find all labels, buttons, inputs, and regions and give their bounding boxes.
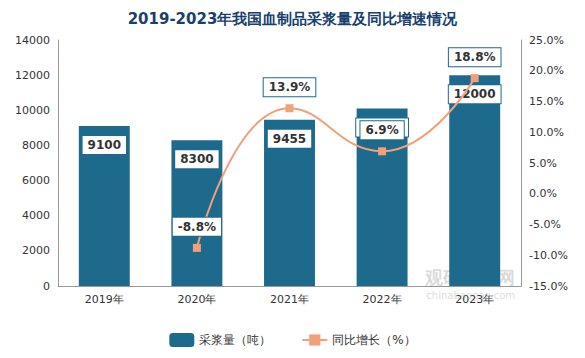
svg-text:同比增长（%）: 同比增长（%） bbox=[332, 333, 415, 347]
svg-text:9455: 9455 bbox=[273, 132, 306, 146]
svg-text:2020年: 2020年 bbox=[177, 293, 216, 306]
svg-text:2022年: 2022年 bbox=[363, 293, 402, 306]
svg-text:8000: 8000 bbox=[22, 139, 50, 152]
svg-text:9100: 9100 bbox=[88, 138, 121, 152]
svg-text:4000: 4000 bbox=[22, 209, 50, 222]
svg-text:10000: 10000 bbox=[15, 104, 50, 117]
svg-text:12000: 12000 bbox=[15, 69, 50, 82]
svg-text:25.0%: 25.0% bbox=[529, 34, 564, 47]
svg-text:2000: 2000 bbox=[22, 244, 50, 257]
svg-text:2021年: 2021年 bbox=[270, 293, 309, 306]
svg-text:8300: 8300 bbox=[180, 152, 213, 166]
svg-text:-15.0%: -15.0% bbox=[529, 280, 568, 293]
svg-text:6000: 6000 bbox=[22, 174, 50, 187]
svg-text:采浆量（吨）: 采浆量（吨） bbox=[199, 333, 271, 347]
svg-text:-5.0%: -5.0% bbox=[529, 218, 561, 231]
svg-text:-8.8%: -8.8% bbox=[178, 220, 216, 234]
svg-text:5.0%: 5.0% bbox=[529, 157, 557, 170]
svg-text:观研报告网: 观研报告网 bbox=[425, 266, 515, 288]
svg-text:chinabaogao.com: chinabaogao.com bbox=[426, 290, 515, 301]
svg-text:2019-2023年我国血制品采浆量及同比增速情况: 2019-2023年我国血制品采浆量及同比增速情况 bbox=[128, 10, 459, 28]
svg-text:-10.0%: -10.0% bbox=[529, 249, 568, 262]
svg-text:12000: 12000 bbox=[453, 87, 496, 102]
svg-text:13.9%: 13.9% bbox=[269, 80, 311, 94]
svg-text:0: 0 bbox=[43, 280, 50, 293]
svg-text:15.0%: 15.0% bbox=[529, 95, 564, 108]
svg-text:2019年: 2019年 bbox=[85, 293, 124, 306]
svg-text:20.0%: 20.0% bbox=[529, 64, 564, 77]
svg-text:18.8%: 18.8% bbox=[454, 50, 496, 64]
svg-text:14000: 14000 bbox=[15, 34, 50, 47]
svg-text:0.0%: 0.0% bbox=[529, 187, 557, 200]
svg-text:6.9%: 6.9% bbox=[365, 123, 398, 137]
svg-text:10.0%: 10.0% bbox=[529, 126, 564, 139]
